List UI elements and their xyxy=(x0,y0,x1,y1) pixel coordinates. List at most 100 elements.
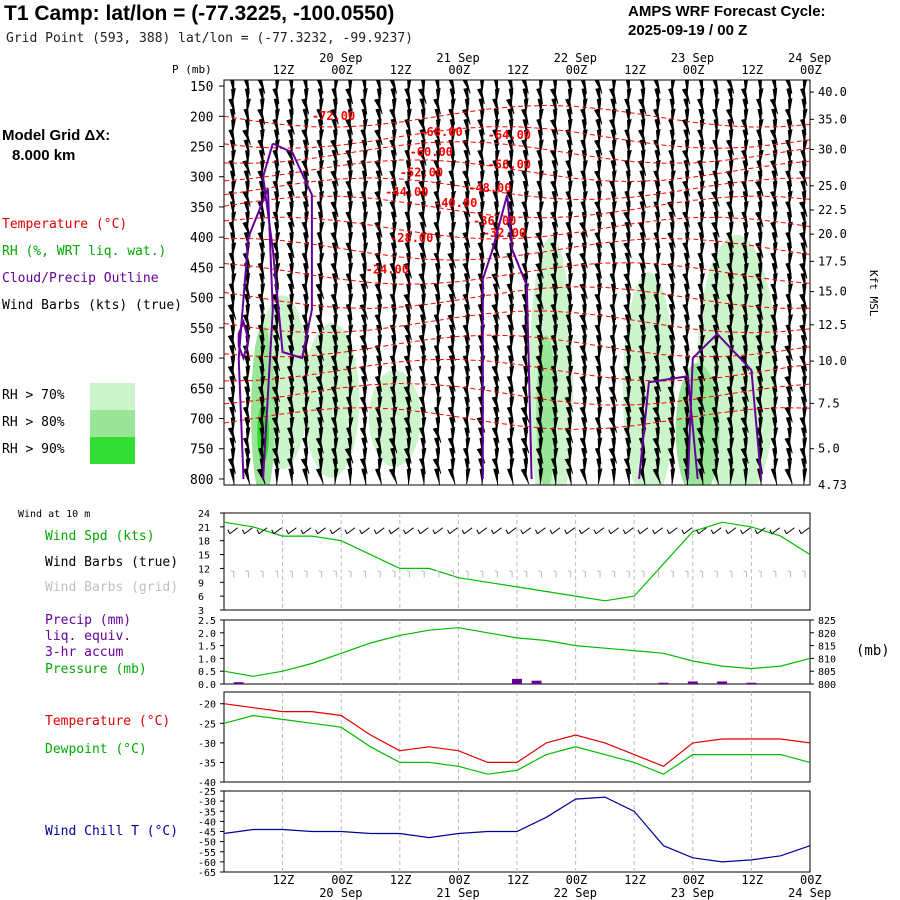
barb xyxy=(728,221,734,238)
barb xyxy=(332,98,338,115)
wind-ytick-label: 18 xyxy=(198,537,210,548)
barb xyxy=(743,80,749,94)
barb xyxy=(699,447,705,464)
barb xyxy=(362,354,368,372)
temp-ytick-label: -20 xyxy=(198,700,216,711)
barb xyxy=(302,467,309,485)
barb xyxy=(450,272,455,290)
barb xyxy=(802,313,807,331)
bottom-hour-label: 00Z xyxy=(800,873,822,887)
chill-ytick-label: -60 xyxy=(198,858,216,869)
legend-dewpoint: Dewpoint (°C) xyxy=(45,742,147,757)
barb-true xyxy=(549,527,561,535)
temperature-contour-6 xyxy=(224,216,810,240)
barb xyxy=(625,200,631,218)
barb xyxy=(507,468,514,485)
legend-cloud-outline: Cloud/Precip Outline xyxy=(2,271,159,286)
pressure-y2tick-label: 805 xyxy=(818,667,836,678)
chill-ytick-label: -25 xyxy=(198,787,216,798)
barb xyxy=(579,221,588,238)
height-tick-label: 17.5 xyxy=(818,254,847,268)
pres-ytick-label: 1.0 xyxy=(198,654,216,665)
barb xyxy=(362,447,368,464)
temperature-contours xyxy=(224,104,810,430)
barb xyxy=(421,324,427,341)
barb xyxy=(447,252,456,269)
pressure-y2tick-label: 815 xyxy=(818,642,836,653)
barb xyxy=(802,375,807,392)
barb xyxy=(623,211,632,228)
barb xyxy=(315,283,325,300)
barb xyxy=(333,468,339,485)
bottom-hour-label: 00Z xyxy=(683,873,705,887)
barb-grid xyxy=(538,570,542,578)
barb xyxy=(714,396,720,413)
barb xyxy=(625,231,631,249)
barb xyxy=(611,80,617,94)
barb-true xyxy=(329,527,341,535)
barb-true xyxy=(740,527,751,535)
bottom-hour-label: 00Z xyxy=(331,873,353,887)
pressure-tick-label: 200 xyxy=(190,110,213,125)
barb-grid xyxy=(406,570,411,578)
barb-grid xyxy=(508,570,513,578)
barb xyxy=(462,80,471,94)
barb xyxy=(447,468,456,485)
barb xyxy=(494,385,500,403)
barb xyxy=(348,80,353,94)
main-panel-frame xyxy=(223,79,811,486)
temperature-contour-label: -56.00 xyxy=(488,157,531,171)
pres-ytick-label: 2.5 xyxy=(198,616,216,627)
precip-bar-3 xyxy=(658,682,669,684)
barb-grid xyxy=(230,570,235,578)
barb xyxy=(521,80,529,94)
barb xyxy=(582,426,588,444)
barb xyxy=(713,272,719,290)
barb-true xyxy=(666,527,678,535)
barb-true xyxy=(227,527,239,535)
barb xyxy=(787,365,792,382)
temperature-contour-label: -68.00 xyxy=(419,125,462,139)
wind-barbs-aloft xyxy=(227,80,808,485)
barb xyxy=(596,98,602,115)
barb xyxy=(362,262,367,279)
barb xyxy=(566,467,572,485)
barb xyxy=(420,467,426,485)
height-tick-label: 15.0 xyxy=(818,285,847,299)
cloud-outline-1 xyxy=(262,142,313,360)
pressure-tick-label: 150 xyxy=(190,80,213,95)
top-hour-label: 12Z xyxy=(390,63,412,77)
barb xyxy=(406,468,412,485)
barb xyxy=(318,272,323,290)
page-title: T1 Camp: lat/lon = (-77.3225, -100.0550) xyxy=(4,2,395,25)
temperature-contour-1 xyxy=(224,126,810,149)
barb xyxy=(728,190,734,207)
barb xyxy=(640,180,646,197)
barb xyxy=(670,313,675,331)
barb xyxy=(333,283,339,300)
barb xyxy=(538,406,544,423)
bottom-date-label: 23 Sep xyxy=(671,886,714,900)
wind-speed-line xyxy=(223,521,811,602)
barb xyxy=(640,87,646,105)
top-date-label: 21 Sep xyxy=(436,51,479,65)
barb xyxy=(552,139,558,156)
barb xyxy=(332,128,338,146)
barb xyxy=(347,467,353,485)
height-tick-label: 40.0 xyxy=(818,85,847,99)
barb-grid xyxy=(582,570,586,578)
barb-grid xyxy=(318,570,323,578)
barb xyxy=(304,118,309,136)
barb xyxy=(567,447,573,464)
barb-true xyxy=(769,527,781,535)
temp-ytick-label: -35 xyxy=(198,758,216,769)
barb-true xyxy=(798,527,810,535)
temperature-contour-14 xyxy=(224,407,810,430)
barb xyxy=(538,468,544,485)
barb xyxy=(260,128,265,146)
cloud-outline-5 xyxy=(237,318,250,362)
barb xyxy=(450,241,455,259)
barb xyxy=(260,159,265,177)
barb xyxy=(553,293,558,310)
barb-true xyxy=(622,527,634,535)
